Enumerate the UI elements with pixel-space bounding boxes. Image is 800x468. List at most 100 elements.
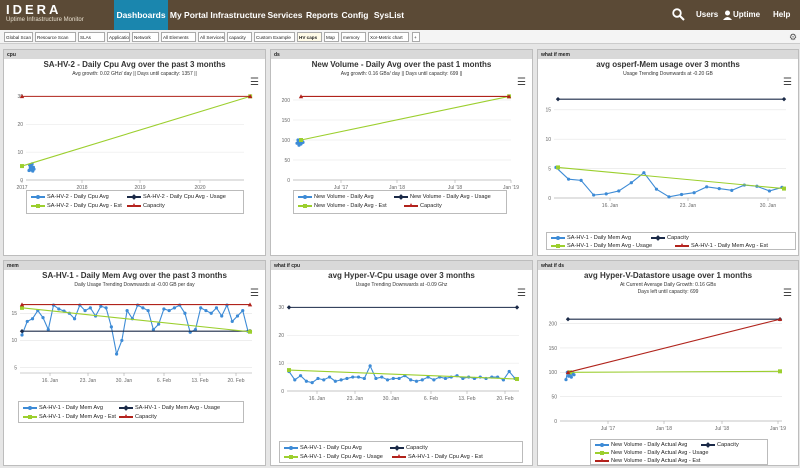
x-tick-label: 23. Jan <box>347 396 364 402</box>
legend-item[interactable]: SA-HV-2 - Daily Cpu Avg - Usage <box>127 193 226 201</box>
legend-label: SA-HV-2 - Daily Cpu Avg - Usage <box>143 194 226 200</box>
legend-swatch <box>595 450 609 455</box>
y-tick-label: 200 <box>549 321 558 327</box>
dashboard-tab-3[interactable]: Applications <box>107 32 130 42</box>
legend-item[interactable]: New Volume - Daily Actual Avg - Est <box>595 457 700 465</box>
data-point <box>299 138 303 142</box>
chart-menu-icon[interactable]: ☰ <box>250 288 259 299</box>
legend-item[interactable]: New Volume - Daily Actual Avg <box>595 441 687 449</box>
x-tick-label: 13. Feb <box>459 396 476 402</box>
panel-header[interactable]: cpu <box>4 50 265 59</box>
legend-item[interactable]: SA-HV-1 - Daily Mem Avg - Usage <box>119 404 220 412</box>
x-tick-label: 6. Feb <box>157 378 171 384</box>
legend-label: New Volume - Daily Avg <box>314 194 374 200</box>
chart-menu-icon[interactable]: ☰ <box>250 77 259 88</box>
help-link[interactable]: Help <box>773 10 791 19</box>
panel-mem: mem SA-HV-1 - Daily Mem Avg over the pas… <box>3 260 266 466</box>
panel-header[interactable]: what if cpu <box>271 261 532 270</box>
legend-item[interactable]: SA-HV-2 - Daily Cpu Avg <box>31 193 109 201</box>
legend-item[interactable]: New Volume - Daily Avg - Est <box>298 202 387 210</box>
legend-item[interactable]: New Volume - Daily Avg <box>298 193 374 201</box>
dashboard-tab-8[interactable]: Custom Example <box>254 32 295 42</box>
legend-item[interactable]: Capacity <box>127 202 165 210</box>
legend-item[interactable]: SA-HV-2 - Daily Cpu Avg - Est <box>31 202 122 210</box>
chart-menu-icon[interactable]: ☰ <box>783 77 792 88</box>
data-point <box>692 191 696 195</box>
dashboard-tab-0[interactable]: Global Scan <box>4 32 33 42</box>
nav-infrastructure[interactable]: Infrastructure <box>210 10 266 20</box>
series-line <box>288 369 518 380</box>
data-point <box>41 316 45 320</box>
legend-item[interactable]: SA-HV-1 - Daily Mem Avg - Est <box>23 413 116 421</box>
panel-header[interactable]: what if mem <box>538 50 798 59</box>
legend-item[interactable]: SA-HV-1 - Daily Cpu Avg - Est <box>392 453 483 461</box>
panel-title: avg Hyper-V-Cpu usage over 3 months <box>328 271 475 280</box>
data-point <box>345 376 349 381</box>
panel-header[interactable]: ds <box>271 50 532 59</box>
data-point <box>569 375 573 379</box>
legend-item[interactable]: SA-HV-1 - Daily Mem Avg - Usage <box>551 242 652 250</box>
chart-legend: SA-HV-2 - Daily Cpu Avg SA-HV-2 - Daily C… <box>26 190 244 214</box>
dashboard-tab-9[interactable]: HV caps <box>297 32 322 42</box>
legend-item[interactable]: SA-HV-1 - Daily Cpu Avg - Usage <box>284 453 383 461</box>
legend-label: New Volume - Daily Avg - Usage <box>410 194 491 200</box>
dashboard-tab-10[interactable]: Map <box>324 32 339 42</box>
x-tick-label: 16. Jan <box>42 378 59 384</box>
legend-item[interactable]: New Volume - Daily Actual Avg - Usage <box>595 449 709 457</box>
data-point <box>565 317 571 322</box>
dashboard-tab-7[interactable]: capacity <box>227 32 252 42</box>
dashboard-tab-1[interactable]: Resource Scan <box>35 32 76 42</box>
dashboard-tab-5[interactable]: All Elements <box>161 32 196 42</box>
gear-icon[interactable]: ⚙ <box>789 32 798 42</box>
nav-reports[interactable]: Reports <box>305 10 339 20</box>
dashboard-tab-2[interactable]: SLAs <box>78 32 105 42</box>
legend-item[interactable]: SA-HV-1 - Daily Mem Avg <box>23 404 103 412</box>
chart-plot-area: 0 10 20 30 2017 2018 2019 2020 <box>16 94 253 191</box>
dashboard-tab-add[interactable]: + <box>412 32 420 42</box>
panel-subtitle: Avg growth: 0.02 GHz/ day || Days until … <box>72 71 197 77</box>
legend-label: New Volume - Daily Actual Avg - Est <box>611 458 701 464</box>
panel-header[interactable]: mem <box>4 261 265 270</box>
chart-menu-icon[interactable]: ☰ <box>517 77 526 88</box>
data-point <box>339 378 343 382</box>
panel-subtitle: Daily Usage Trending Downwards at -0.00 … <box>74 282 195 288</box>
dashboard-tab-4[interactable]: Network <box>132 32 159 42</box>
legend-swatch <box>651 234 665 241</box>
dashboard-tab-12[interactable]: Xor-Metric chart <box>368 32 409 42</box>
data-point <box>235 314 240 318</box>
series-line <box>300 95 510 141</box>
legend-item[interactable]: Capacity <box>651 234 689 242</box>
nav-config[interactable]: Config <box>341 10 369 20</box>
chart-menu-icon[interactable]: ☰ <box>783 288 792 299</box>
users-link[interactable]: Users <box>696 10 719 19</box>
y-tick-label: 15 <box>545 108 551 114</box>
legend-item[interactable]: Capacity <box>390 444 428 452</box>
dashboard-tab-11[interactable]: memory <box>341 32 366 42</box>
uptime-user-menu[interactable]: Uptime <box>733 10 761 19</box>
nav-syslist[interactable]: SysList <box>373 10 405 20</box>
legend-item[interactable]: SA-HV-1 - Daily Mem Avg - Est <box>675 242 768 250</box>
data-point <box>293 378 297 382</box>
legend-item[interactable]: SA-HV-1 - Daily Cpu Avg <box>284 444 362 452</box>
legend-label: Capacity <box>667 235 689 241</box>
legend-swatch <box>551 243 565 248</box>
search-icon[interactable] <box>672 8 685 21</box>
legend-item[interactable]: Capacity <box>404 202 442 210</box>
legend-label: SA-HV-1 - Daily Mem Avg <box>39 405 103 411</box>
nav-my-portal[interactable]: My Portal <box>169 10 209 20</box>
legend-item[interactable]: SA-HV-1 - Daily Mem Avg <box>551 234 631 242</box>
data-point <box>397 376 401 381</box>
nav-services[interactable]: Services <box>267 10 303 20</box>
panel-header[interactable]: what if ds <box>538 261 798 270</box>
data-point <box>782 186 786 191</box>
chart-menu-icon[interactable]: ☰ <box>517 288 526 299</box>
legend-item[interactable]: Capacity <box>119 413 157 421</box>
idera-logo[interactable]: IDERA Uptime Infrastructure Monitor <box>6 3 110 27</box>
nav-dashboards[interactable]: Dashboards <box>114 0 168 30</box>
x-tick-label: Jul '17 <box>334 185 349 191</box>
legend-item[interactable]: Capacity <box>701 441 739 449</box>
dashboard-tab-6[interactable]: All Services <box>198 32 225 42</box>
legend-item[interactable]: New Volume - Daily Avg - Usage <box>394 193 491 201</box>
data-point <box>555 96 561 102</box>
